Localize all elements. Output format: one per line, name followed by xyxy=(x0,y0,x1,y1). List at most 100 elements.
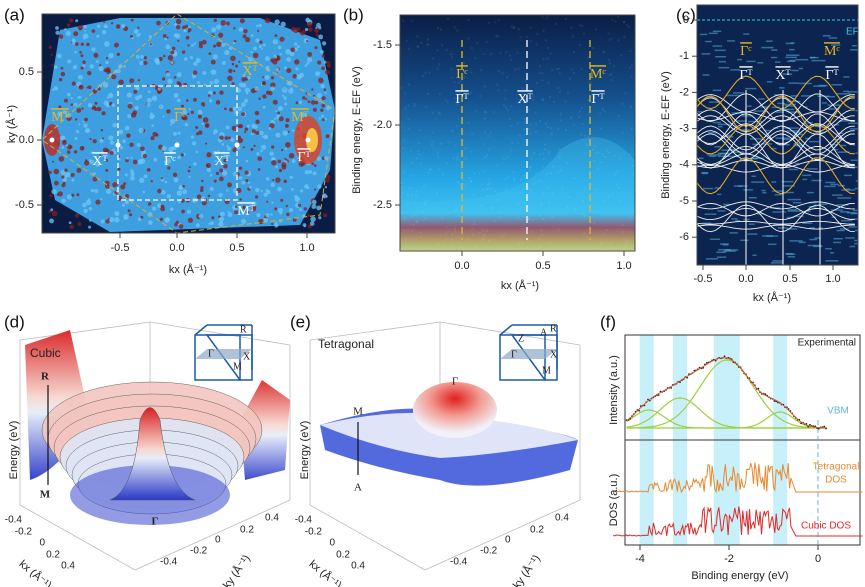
map-speckle xyxy=(84,127,91,134)
y-tick-label: 0 xyxy=(683,14,689,26)
map-speckle xyxy=(269,151,274,156)
noise xyxy=(480,204,483,207)
y-tick-label: -2 xyxy=(679,86,689,98)
calc-band-tetragonal xyxy=(697,95,855,133)
map-speckle xyxy=(159,217,163,222)
map-speckle xyxy=(133,89,138,94)
noise xyxy=(523,174,526,177)
noise xyxy=(608,38,611,41)
arpes-streak xyxy=(818,227,823,229)
map-speckle xyxy=(76,108,82,113)
panel-label: (b) xyxy=(343,5,364,24)
map-speckle xyxy=(154,57,160,64)
arpes-streak xyxy=(712,121,721,124)
noise xyxy=(555,67,558,70)
y-tick-label: -5 xyxy=(679,195,689,207)
map-speckle xyxy=(231,62,235,66)
noise xyxy=(540,233,543,236)
map-speckle xyxy=(281,162,287,168)
map-speckle xyxy=(64,168,68,172)
map-speckle xyxy=(201,179,204,183)
noise xyxy=(481,237,484,240)
map-speckle xyxy=(92,172,96,176)
map-speckle xyxy=(271,157,276,161)
noise xyxy=(527,109,530,112)
arpes-streak xyxy=(727,40,735,42)
noise xyxy=(483,53,486,56)
arpes-streak xyxy=(770,147,777,150)
map-speckle xyxy=(304,64,308,67)
x-tick-label: -0.5 xyxy=(111,242,130,254)
noise xyxy=(551,215,554,218)
map-speckle xyxy=(302,96,306,100)
inset-plane xyxy=(195,349,252,359)
map-speckle xyxy=(289,175,293,180)
map-speckle xyxy=(295,67,299,71)
noise xyxy=(487,148,490,151)
noise xyxy=(472,193,475,196)
map-speckle xyxy=(188,25,191,29)
map-speckle xyxy=(213,18,217,23)
map-speckle xyxy=(303,207,308,211)
noise xyxy=(461,178,464,181)
map-speckle xyxy=(85,159,88,162)
map-speckle xyxy=(174,223,178,227)
map-speckle xyxy=(318,26,322,30)
noise xyxy=(613,64,616,67)
map-speckle xyxy=(224,49,230,56)
map-speckle xyxy=(108,135,114,141)
map-speckle xyxy=(318,117,321,120)
map-speckle xyxy=(101,29,107,35)
noise xyxy=(451,56,454,59)
noise xyxy=(546,46,549,49)
arpes-streak xyxy=(737,58,743,61)
map-speckle xyxy=(233,27,236,30)
map-speckle xyxy=(155,133,159,137)
map-speckle xyxy=(100,219,105,224)
noise xyxy=(451,232,454,235)
noise xyxy=(521,241,524,244)
noise xyxy=(529,132,532,135)
noise xyxy=(494,21,497,24)
map-speckle xyxy=(277,186,282,192)
arpes-streak xyxy=(701,172,708,175)
map-speckle xyxy=(51,210,58,217)
map-speckle xyxy=(187,113,190,116)
map-speckle xyxy=(244,77,249,81)
map-speckle xyxy=(173,23,178,27)
map-speckle xyxy=(53,86,58,91)
map-speckle xyxy=(59,135,64,140)
arpes-streak xyxy=(702,222,712,225)
map-speckle xyxy=(291,159,296,163)
arpes-streak xyxy=(837,197,852,199)
map-speckle xyxy=(210,221,214,226)
arpes-streak xyxy=(833,241,841,244)
map-speckle xyxy=(129,78,135,84)
map-speckle xyxy=(224,107,227,111)
map-speckle xyxy=(324,91,327,94)
map-speckle xyxy=(51,63,54,66)
noise xyxy=(585,143,588,146)
noise xyxy=(615,183,618,186)
phase-label: Tetragonal xyxy=(318,337,374,351)
noise xyxy=(457,97,460,100)
map-speckle xyxy=(227,75,233,82)
noise xyxy=(525,80,528,83)
box-edge xyxy=(424,499,581,571)
noise xyxy=(544,148,547,151)
x-tick-label: -4 xyxy=(635,553,645,565)
fit-component xyxy=(626,411,827,429)
phase-label: Cubic xyxy=(30,346,61,360)
map-speckle xyxy=(227,210,230,213)
noise xyxy=(530,157,533,160)
map-speckle xyxy=(221,143,225,146)
noise xyxy=(628,231,631,234)
noise xyxy=(411,19,414,22)
map-speckle xyxy=(265,189,269,192)
noise xyxy=(621,223,624,226)
arpes-streak xyxy=(789,59,795,62)
noise xyxy=(416,35,419,38)
noise xyxy=(545,122,548,125)
map-speckle xyxy=(271,222,274,226)
noise xyxy=(483,170,486,173)
